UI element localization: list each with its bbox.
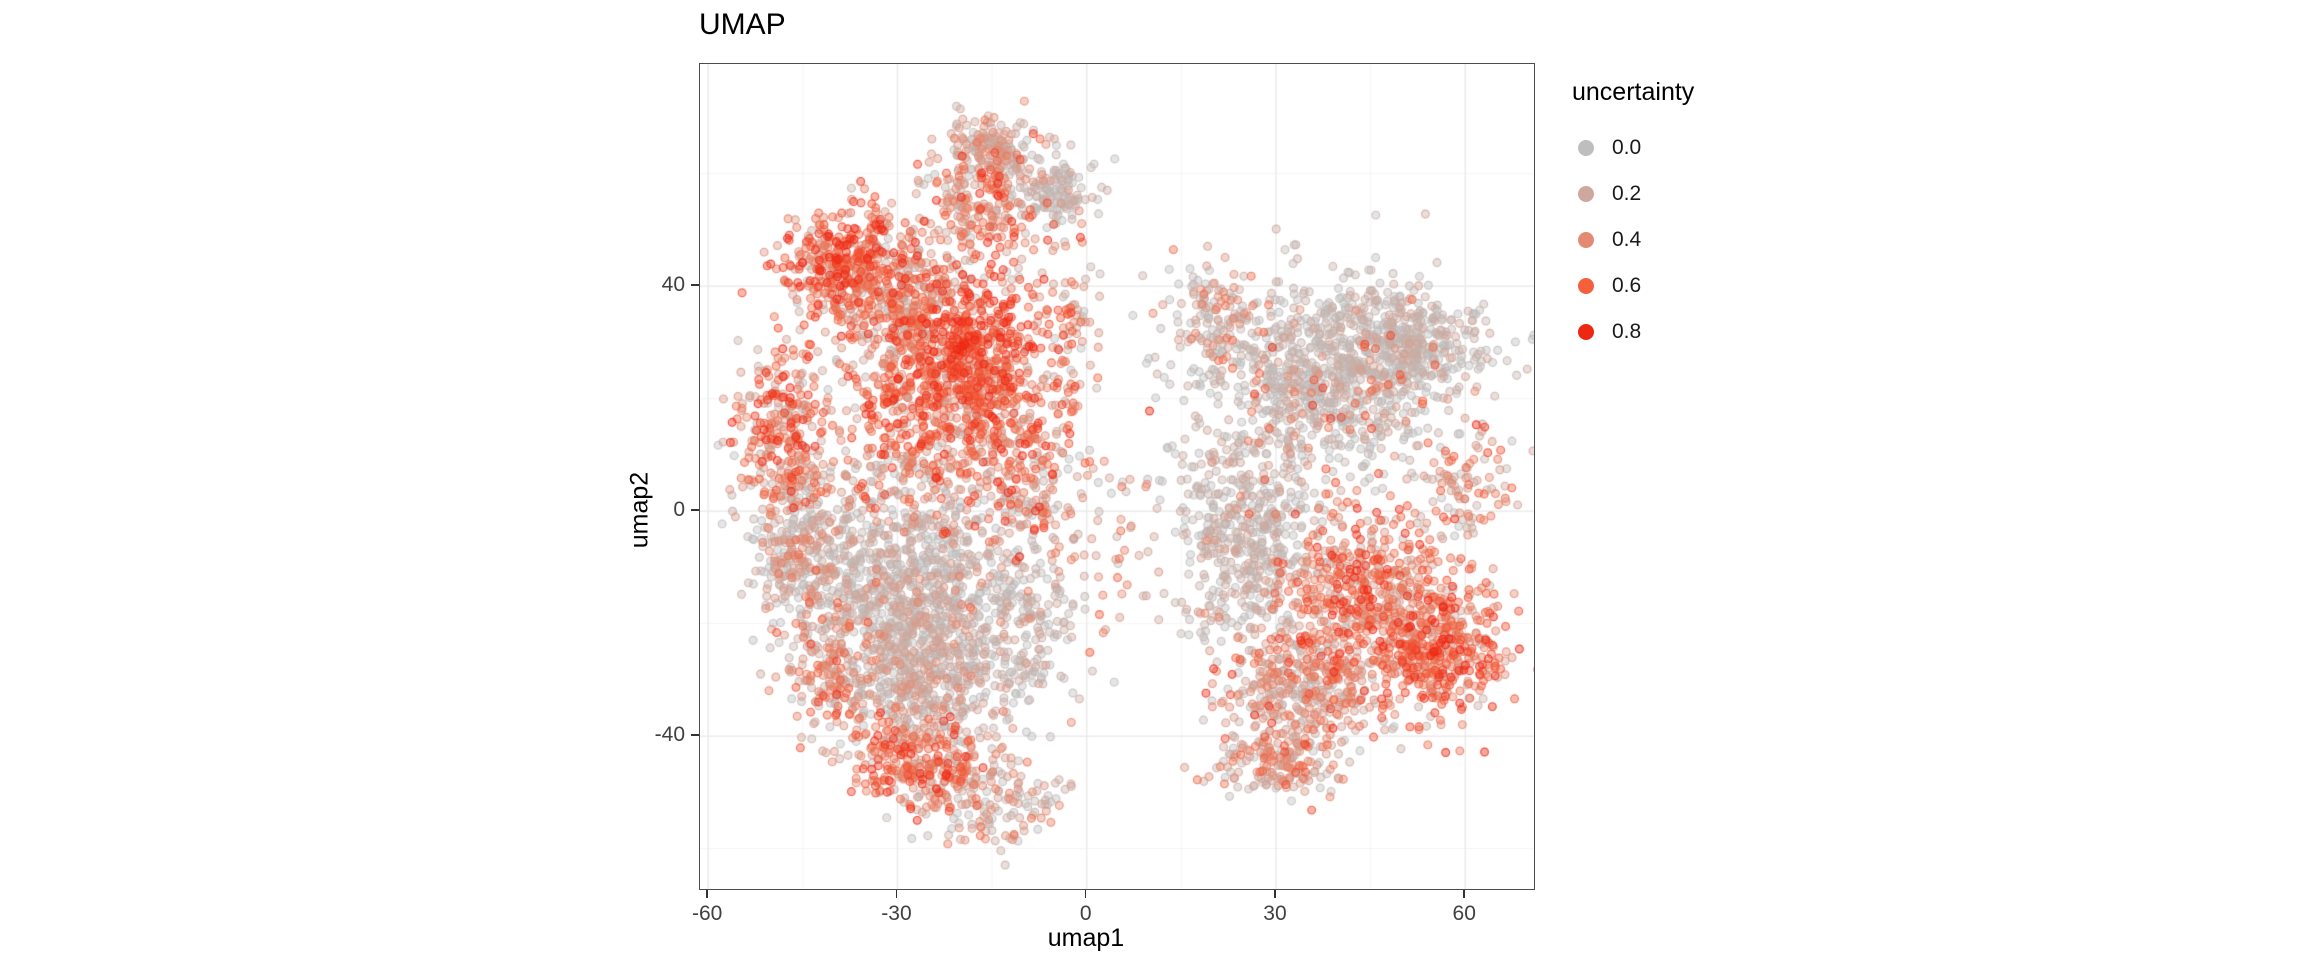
legend-entry-label: 0.4 [1612, 228, 1642, 251]
y-tick-label: 40 [661, 273, 685, 297]
legend-rows: 0.0 0.2 0.4 0.6 0.8 [1572, 125, 1694, 355]
legend-entry-0.6: 0.6 [1572, 263, 1694, 309]
y-axis-label: umap2 [625, 471, 654, 549]
x-tick-mark [706, 889, 708, 898]
legend-swatch-icon [1578, 278, 1594, 294]
y-tick-mark [691, 509, 699, 511]
x-tick-label: 30 [1263, 902, 1287, 925]
legend-swatch-icon [1578, 232, 1594, 248]
x-axis-label: umap1 [1047, 924, 1125, 952]
legend-entry-0.2: 0.2 [1572, 171, 1694, 217]
legend-swatch-icon [1578, 324, 1594, 340]
legend-entry-0.0: 0.0 [1572, 125, 1694, 171]
x-tick-mark [895, 889, 898, 898]
x-tick-label: -60 [692, 902, 723, 925]
y-tick-mark [691, 734, 699, 736]
x-tick-label: 0 [1079, 902, 1092, 925]
scatter-canvas [700, 64, 1534, 889]
y-tick-label: -40 [654, 723, 685, 747]
chart-title: UMAP [699, 8, 786, 41]
legend-entry-label: 0.6 [1612, 274, 1642, 297]
x-tick-mark [1463, 889, 1465, 898]
plot-panel [699, 63, 1535, 890]
legend-entry-label: 0.0 [1612, 136, 1642, 159]
x-tick-mark [1084, 889, 1087, 898]
legend-entry-0.8: 0.8 [1572, 309, 1694, 355]
y-tick-mark [691, 284, 699, 286]
legend-title: uncertainty [1572, 78, 1695, 106]
legend: uncertainty 0.0 0.2 0.4 0.6 0.8 [1572, 78, 1694, 355]
legend-swatch-icon [1578, 186, 1594, 202]
legend-entry-label: 0.8 [1612, 320, 1642, 343]
x-tick-label: 60 [1452, 902, 1476, 925]
legend-swatch-icon [1578, 140, 1594, 156]
y-tick-label: 0 [673, 498, 685, 522]
x-tick-mark [1274, 889, 1276, 898]
legend-entry-0.4: 0.4 [1572, 217, 1694, 263]
legend-entry-label: 0.2 [1612, 182, 1642, 205]
x-tick-label: -30 [881, 902, 912, 925]
